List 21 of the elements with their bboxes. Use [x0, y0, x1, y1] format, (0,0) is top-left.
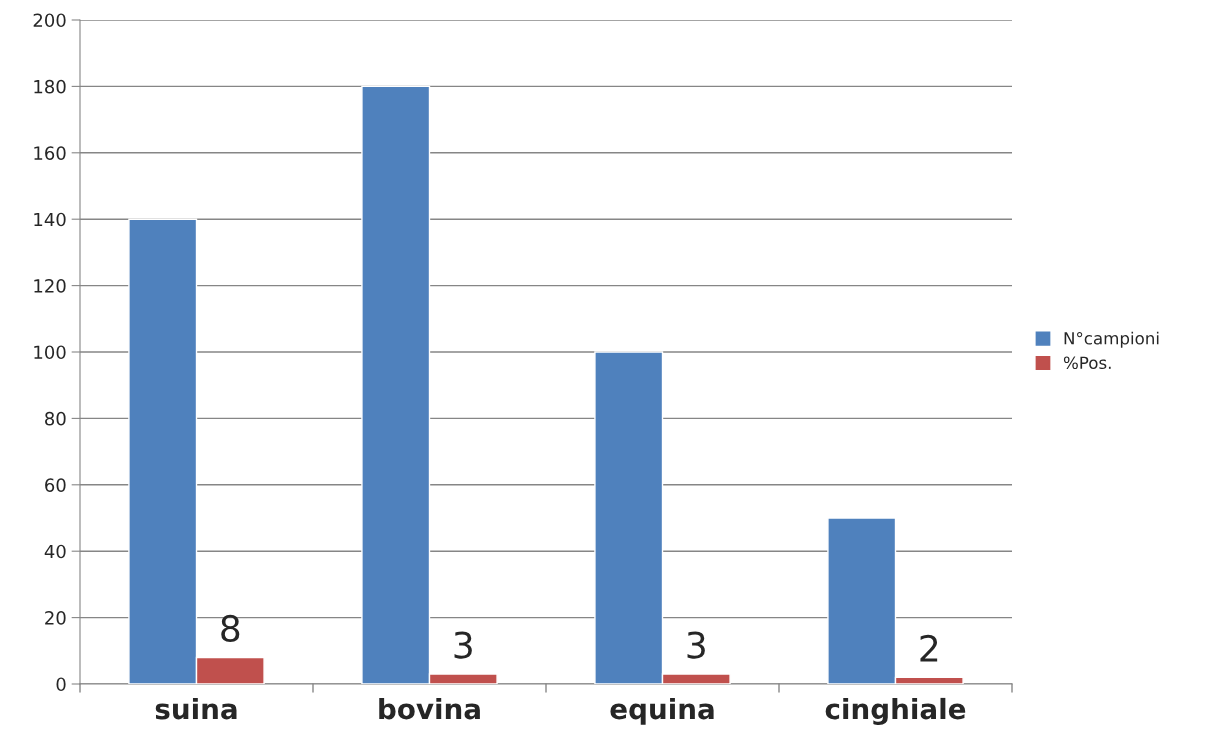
y-tick-label: 40 — [44, 544, 66, 559]
x-tick-label: cinghiale — [825, 697, 966, 725]
legend-label: N°campioni — [1064, 331, 1159, 348]
y-tick-label: 120 — [34, 279, 66, 293]
data-label: 2 — [920, 634, 938, 662]
legend-label: %Pos. — [1063, 356, 1111, 370]
x-tick-label: equina — [610, 697, 714, 725]
y-tick-label: 20 — [45, 611, 66, 625]
y-tick-label: 160 — [34, 146, 66, 160]
y-tick-label: 140 — [34, 212, 66, 227]
data-label: 3 — [454, 631, 472, 659]
y-tick-label: 180 — [34, 79, 66, 94]
y-tick-label: 200 — [33, 13, 66, 28]
x-tick-label: suina — [155, 697, 237, 720]
y-tick-label: 60 — [45, 478, 66, 492]
data-label: 3 — [687, 631, 705, 659]
y-tick-label: 80 — [45, 411, 66, 426]
y-tick-label: 0 — [56, 677, 66, 692]
x-tick-label: bovina — [379, 697, 480, 720]
y-tick-label: 100 — [34, 345, 66, 360]
data-label: 8 — [221, 614, 240, 643]
